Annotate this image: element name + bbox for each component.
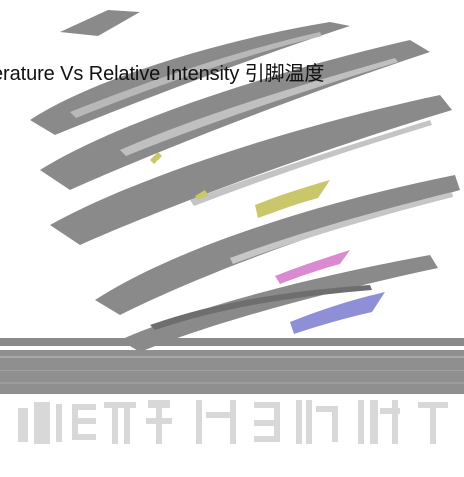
diagonal-stripe-highlight (190, 120, 432, 206)
diagonal-stripe (30, 22, 350, 135)
diagonal-stripe (60, 10, 140, 36)
color-fringe (255, 180, 330, 218)
caption-text: erature Vs Relative Intensity 引脚温度 (0, 63, 325, 85)
color-fringe (290, 292, 385, 334)
diagonal-stripe (150, 285, 372, 330)
horizontal-band-line (0, 356, 464, 358)
faded-glyphs (18, 400, 448, 444)
color-fringe (275, 250, 350, 284)
horizontal-band-line (0, 370, 464, 371)
color-fringe (195, 190, 208, 200)
diagonal-stripe-highlight (230, 192, 453, 264)
diagonal-stripe (50, 95, 452, 245)
diagonal-stripe-highlight (120, 58, 398, 156)
horizontal-band (0, 338, 464, 346)
horizontal-band-line (0, 382, 464, 384)
color-fringe (150, 152, 162, 164)
diagonal-stripe (120, 255, 438, 352)
diagonal-stripe-highlight (70, 32, 322, 118)
